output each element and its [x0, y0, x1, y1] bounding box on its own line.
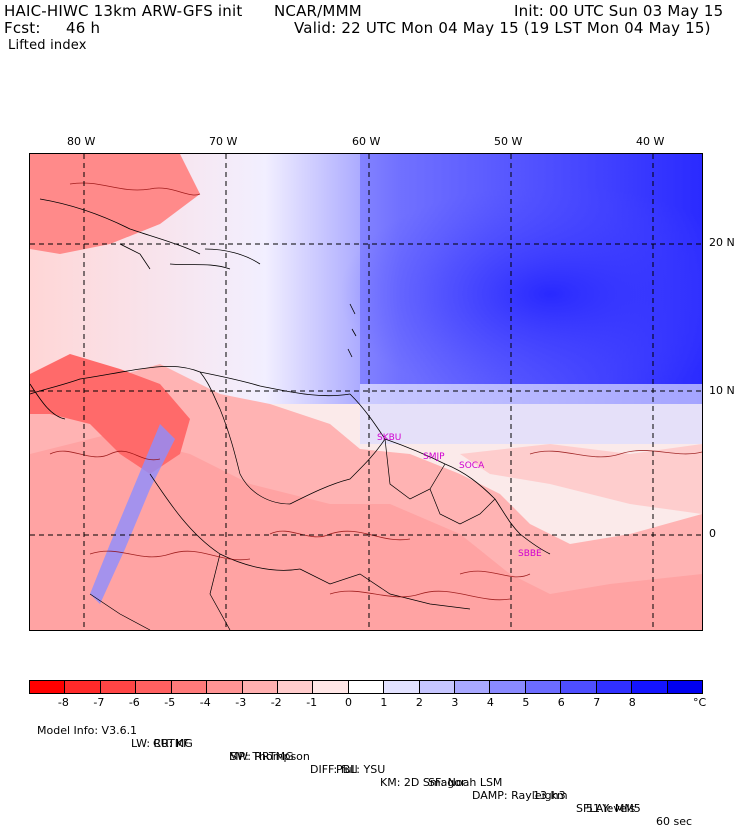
surface-layer: SFLAY: MM5 [576, 802, 641, 815]
color-swatch [455, 681, 491, 693]
color-swatch [65, 681, 101, 693]
init-time: Init: 00 UTC Sun 03 May 15 [514, 2, 724, 20]
model-info-line-2: LW: RRTMG SW: RRTMG DIFF: full KM: 2D Sm… [124, 724, 641, 815]
itcz-region [460, 444, 702, 514]
color-swatch [490, 681, 526, 693]
color-swatch [561, 681, 597, 693]
map-canvas [29, 154, 740, 631]
longwave-scheme: LW: RRTMG [131, 737, 193, 750]
station-label-skbu: SKBU [377, 433, 402, 443]
lon-label-70w: 70 W [209, 135, 238, 148]
color-swatch [242, 681, 278, 693]
color-scale-tick-label: -2 [270, 696, 282, 709]
andes-stable-streak [90, 424, 175, 604]
color-scale-tick-label: -8 [57, 696, 69, 709]
color-scale-tick-label: 5 [522, 696, 530, 709]
color-scale-tick-label: 1 [380, 696, 388, 709]
color-scale-tick-label: 3 [451, 696, 459, 709]
color-swatch [384, 681, 420, 693]
color-scale-tick-label: -5 [164, 696, 176, 709]
lon-label-40w: 40 W [636, 135, 665, 148]
station-label-sbbe: SBBE [518, 549, 542, 559]
transition-band [360, 384, 702, 444]
lon-label-60w: 60 W [352, 135, 381, 148]
color-swatch [30, 681, 66, 693]
color-scale-tick-label: -6 [128, 696, 140, 709]
color-scale-tick-label: 4 [486, 696, 494, 709]
lat-label-20n: 20 N [709, 236, 735, 249]
valid-time: Valid: 22 UTC Mon 04 May 15 (19 LST Mon … [294, 19, 711, 37]
graticule [30, 154, 702, 630]
forecast-hour: 46 h [66, 19, 101, 37]
color-swatch [667, 681, 703, 693]
color-scale-tick-label: 0 [344, 696, 352, 709]
color-swatch [632, 681, 668, 693]
color-scale-tick-label: -3 [235, 696, 247, 709]
coastlines [29, 198, 551, 555]
color-swatch [277, 681, 314, 693]
color-swatch [525, 681, 562, 693]
color-swatch [419, 681, 456, 693]
model-title: HAIC-HIWC 13km ARW-GFS init [4, 2, 243, 20]
station-label-smjp: SMJP [423, 452, 445, 462]
color-scale-tick-label: 6 [557, 696, 565, 709]
color-swatch [136, 681, 172, 693]
diffusion-setting: DIFF: full [310, 763, 358, 776]
field-name: Lifted index [8, 38, 87, 53]
color-scale-bar [29, 680, 703, 694]
stable-band [360, 154, 702, 384]
eddy-coefficient: KM: 2D Smagor [380, 776, 466, 789]
lon-label-80w: 80 W [67, 135, 96, 148]
org-label: NCAR/MMM [274, 2, 362, 20]
color-scale-tick-label: 7 [593, 696, 601, 709]
color-scale-tick-label: -1 [306, 696, 318, 709]
forecast-label: Fcst: [4, 19, 41, 37]
station-label-soca: SOCA [459, 461, 485, 471]
color-swatch [207, 681, 243, 693]
country-borders [89, 408, 496, 631]
color-swatch [171, 681, 208, 693]
color-scale-tick-label: -7 [93, 696, 105, 709]
colombia-unstable-core [30, 354, 190, 474]
color-scale-unit: °C [693, 696, 707, 709]
color-scale-tick-label: 8 [628, 696, 636, 709]
model-info-line-1: Model Info: V3.6.1 CU: KF MP: Thompson P… [30, 711, 692, 828]
color-swatch [313, 681, 349, 693]
lat-label-equator: 0 [709, 527, 716, 540]
time-step: 60 sec [656, 815, 693, 828]
color-scale-tick-label: 2 [415, 696, 423, 709]
model-version: Model Info: V3.6.1 [37, 724, 138, 737]
shortwave-scheme: SW: RRTMG [230, 750, 294, 763]
lat-label-10n: 10 N [709, 384, 735, 397]
cuba-unstable-region [30, 154, 200, 254]
lon-label-50w: 50 W [494, 135, 523, 148]
color-swatch [100, 681, 137, 693]
li-contours [49, 182, 703, 601]
lifted-index-map [29, 153, 740, 631]
unstable-region [30, 434, 702, 630]
color-swatch [348, 681, 385, 693]
color-swatch [596, 681, 633, 693]
color-scale-tick-label: -4 [199, 696, 211, 709]
damping-setting: DAMP: Rayleigh3 [472, 789, 566, 802]
stable-air-region [340, 184, 740, 404]
